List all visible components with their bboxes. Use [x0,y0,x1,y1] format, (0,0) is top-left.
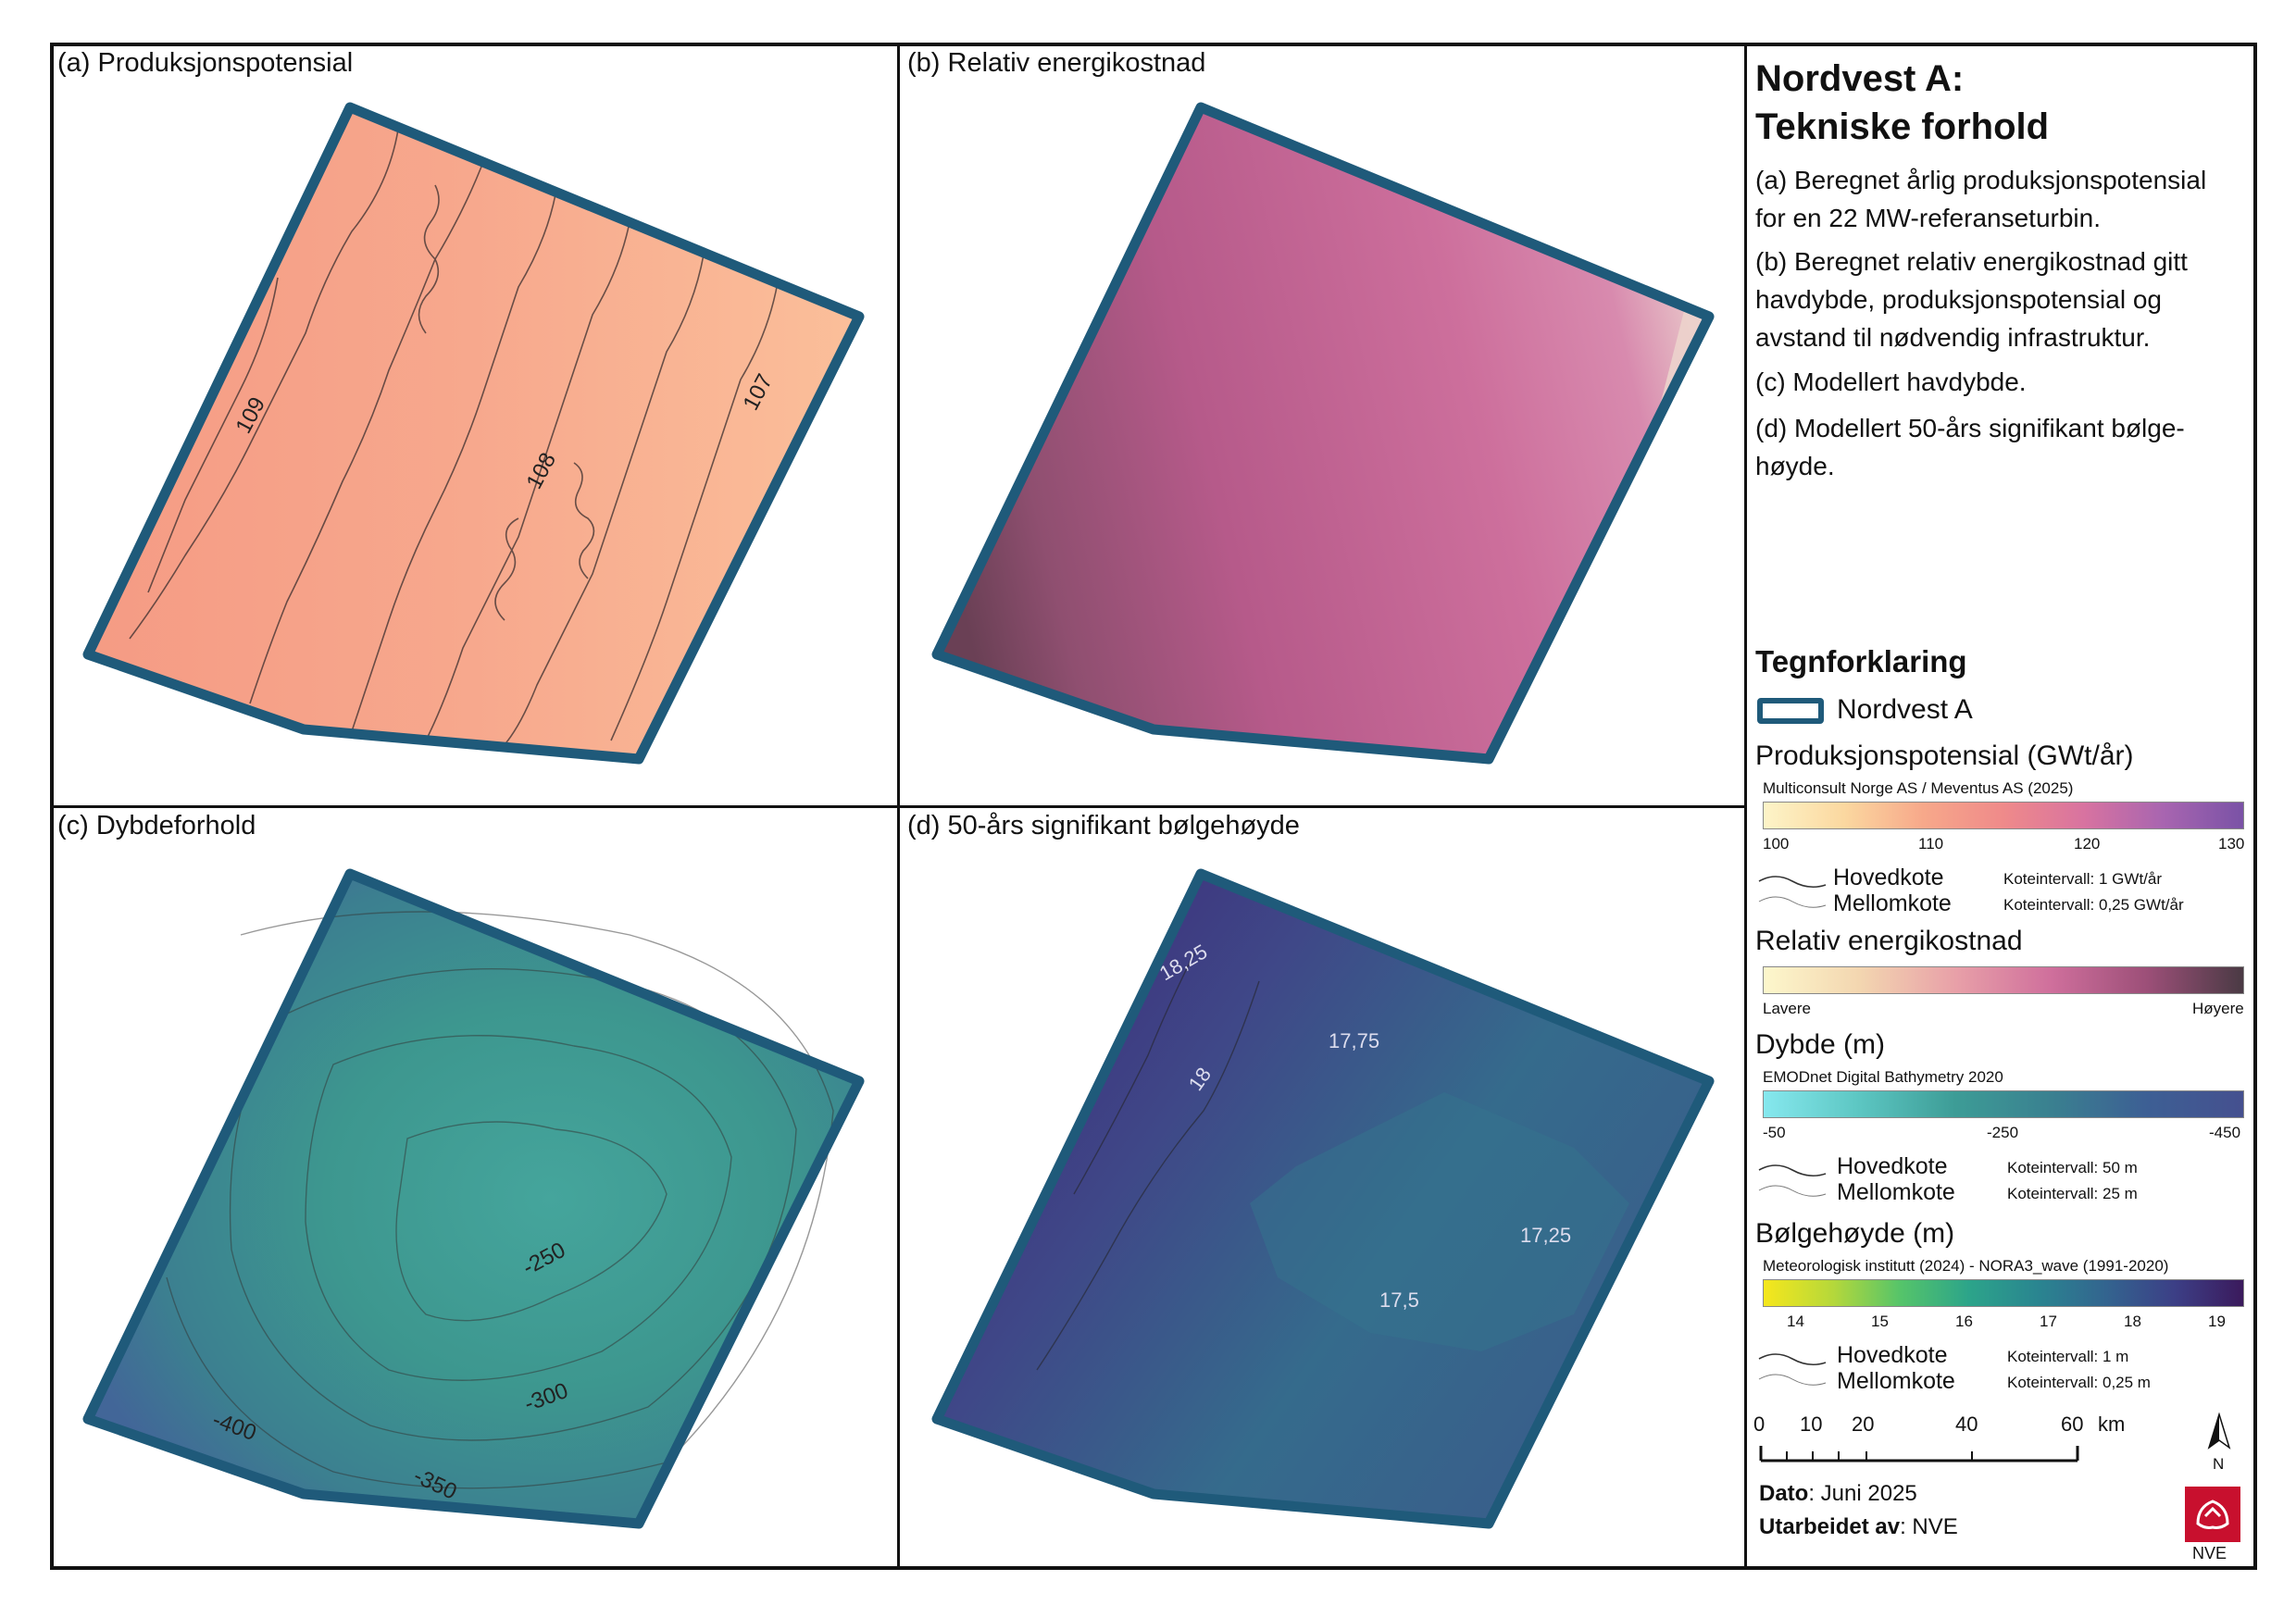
legend-depth-source: EMODnet Digital Bathymetry 2020 [1763,1068,2003,1086]
legend-production-tick: 100 [1763,835,1790,853]
legend-depth-minor: Mellomkote [1837,1179,1955,1205]
legend-production-tick: 110 [1918,835,1944,853]
legend-cost-high: Høyere [2192,1000,2244,1017]
legend-wave-contour-symbols [1758,1353,1827,1386]
panel-c-map: -250 -300 -350 -400 [82,868,865,1529]
legend-wave-tick: 17 [2040,1313,2057,1330]
contour-label: 17,5 [1379,1288,1419,1312]
legend-production-minor: Mellomkote [1833,890,1952,916]
area-boundary-c [82,868,865,1529]
panel-d-map: 18,25 17,75 18 17,25 17,5 [931,868,1715,1529]
panel-d-title: (d) 50-års signifikant bølgehøyde [907,811,1300,840]
contour-label: 17,25 [1520,1224,1571,1247]
legend-wave-major: Hovedkote [1837,1342,1948,1368]
legend-cost-low: Lavere [1763,1000,1811,1017]
contour-label: 17,75 [1329,1029,1379,1052]
scale-tick: 20 [1852,1413,1875,1436]
panel-d-contours [1036,952,1260,1371]
panel-a-contours [129,129,779,751]
legend-depth-major-interval: Koteintervall: 50 m [2007,1159,2138,1176]
legend-area-swatch [1757,698,1824,724]
legend-production-title: Produksjonspotensial (GWt/år) [1755,741,2134,771]
legend-production-major-interval: Koteintervall: 1 GWt/år [2003,870,2163,888]
area-boundary-d [931,868,1715,1529]
scale-tick: 60 [2061,1413,2084,1436]
legend-wave-tick: 19 [2208,1313,2226,1330]
legend-depth-contour-symbols [1758,1164,1827,1197]
divider-horizontal [50,805,1746,808]
sidebar-title-line2: Tekniske forhold [1755,106,2050,147]
legend-depth-tick: -450 [2209,1124,2241,1141]
legend-production-minor-interval: Koteintervall: 0,25 GWt/år [2003,896,2184,914]
legend-area-label: Nordvest A [1837,694,1973,725]
north-arrow-icon [2207,1413,2231,1450]
panel-b-map [931,102,1715,765]
description-a: (a) Beregnet årlig produksjonspotensial … [1755,166,2207,232]
scale-tick: 40 [1955,1413,1978,1436]
legend-production-major: Hovedkote [1833,865,1944,890]
description-b: (b) Beregnet relativ energikostnad gitt … [1755,247,2188,352]
legend-cost-title: Relativ energikostnad [1755,926,2023,956]
legend-production-contour-symbols [1758,876,1827,908]
area-boundary-b [931,102,1715,765]
legend-production-source: Multiconsult Norge AS / Meventus AS (202… [1763,779,2074,797]
legend-wave-source: Meteorologisk institutt (2024) - NORA3_w… [1763,1257,2169,1275]
legend-depth-ramp [1763,1090,2244,1118]
author-text: Utarbeidet av: NVE [1759,1514,1958,1539]
legend-wave-tick: 14 [1787,1313,1804,1330]
legend-wave-major-interval: Koteintervall: 1 m [2007,1348,2129,1365]
legend-wave-tick: 16 [1955,1313,1973,1330]
nve-logo-icon [2185,1487,2240,1542]
panel-b-title: (b) Relativ energikostnad [907,48,1206,78]
legend-heading: Tegnforklaring [1755,644,1967,678]
legend-wave-title: Bølgehøyde (m) [1755,1218,1955,1249]
date-text: Dato: Juni 2025 [1759,1481,1917,1506]
legend-depth-tick: -50 [1763,1124,1786,1141]
sidebar: Nordvest A: Tekniske forhold (a) Beregne… [1744,43,2257,1570]
legend-wave-tick: 18 [2124,1313,2141,1330]
legend-wave-minor: Mellomkote [1837,1368,1955,1394]
description-c: (c) Modellert havdybde. [1755,367,2027,396]
scale-bar [1759,1446,2079,1462]
legend-wave-minor-interval: Koteintervall: 0,25 m [2007,1374,2151,1391]
area-boundary-a [82,102,865,765]
nve-logo-text: NVE [2192,1544,2227,1562]
legend-depth-minor-interval: Koteintervall: 25 m [2007,1185,2138,1202]
legend-production-tick: 130 [2218,835,2245,853]
scale-unit: km [2098,1413,2126,1436]
legend-wave-ramp [1763,1279,2244,1307]
panel-c-title: (c) Dybdeforhold [57,811,256,840]
description-d: (d) Modellert 50-års signifikant bølge- … [1755,414,2185,480]
panel-a-map: 109 108 107 [82,102,865,765]
north-label: N [2213,1455,2225,1473]
sidebar-title-line1: Nordvest A: [1755,58,1965,99]
legend-wave-tick: 15 [1871,1313,1889,1330]
legend-production-ramp [1763,802,2244,829]
legend-production-tick: 120 [2074,835,2101,853]
scale-tick: 10 [1800,1413,1823,1436]
legend-depth-major: Hovedkote [1837,1153,1948,1179]
panel-a-title: (a) Produksjonspotensial [57,48,354,78]
scale-tick: 0 [1753,1413,1766,1436]
legend-depth-tick: -250 [1987,1124,2019,1141]
legend-depth-title: Dybde (m) [1755,1029,1886,1060]
legend-cost-ramp [1763,966,2244,994]
